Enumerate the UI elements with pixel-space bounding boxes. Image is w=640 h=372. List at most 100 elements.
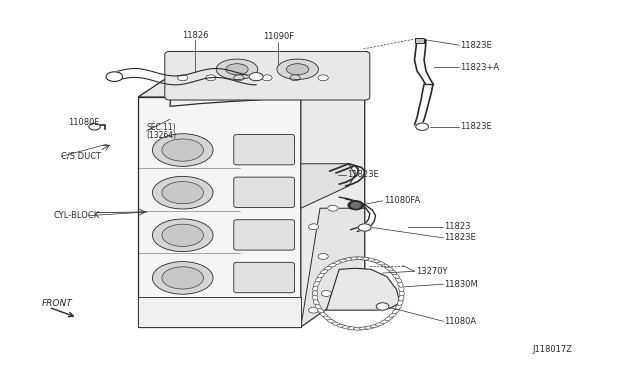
Ellipse shape (328, 319, 336, 324)
Ellipse shape (162, 139, 204, 161)
Ellipse shape (332, 261, 341, 265)
Circle shape (177, 75, 188, 81)
Ellipse shape (380, 319, 389, 324)
Text: 11823+A: 11823+A (461, 63, 500, 72)
Ellipse shape (324, 316, 332, 321)
Ellipse shape (396, 277, 401, 283)
Ellipse shape (353, 257, 364, 260)
Ellipse shape (348, 327, 358, 330)
Ellipse shape (392, 308, 399, 314)
Ellipse shape (315, 277, 321, 283)
Ellipse shape (287, 64, 309, 75)
Ellipse shape (385, 316, 393, 321)
Ellipse shape (324, 266, 332, 271)
Circle shape (249, 73, 263, 81)
Ellipse shape (162, 224, 204, 246)
Ellipse shape (337, 259, 346, 263)
Ellipse shape (359, 257, 369, 260)
Circle shape (416, 123, 429, 131)
Circle shape (290, 75, 300, 81)
Ellipse shape (365, 258, 374, 261)
Circle shape (348, 201, 364, 210)
Ellipse shape (152, 176, 213, 209)
Circle shape (358, 224, 371, 231)
Text: 11823E: 11823E (461, 122, 492, 131)
Text: 13270Y: 13270Y (416, 267, 447, 276)
Ellipse shape (337, 324, 346, 328)
Circle shape (351, 203, 360, 208)
Polygon shape (138, 297, 301, 327)
Text: CYL-BLOCK: CYL-BLOCK (53, 211, 99, 220)
Text: 11090F: 11090F (263, 32, 294, 41)
Text: 11823: 11823 (445, 222, 471, 231)
FancyBboxPatch shape (234, 220, 294, 250)
Polygon shape (301, 164, 355, 208)
Ellipse shape (162, 267, 204, 289)
Text: 11080F: 11080F (68, 119, 99, 128)
Ellipse shape (389, 270, 397, 275)
Ellipse shape (399, 291, 404, 296)
Polygon shape (170, 52, 358, 106)
FancyBboxPatch shape (234, 177, 294, 208)
Polygon shape (138, 52, 365, 97)
Ellipse shape (376, 322, 385, 326)
Circle shape (318, 75, 328, 81)
Bar (415, 38, 424, 43)
Polygon shape (301, 208, 365, 327)
Text: 11080A: 11080A (445, 317, 477, 326)
Ellipse shape (315, 304, 321, 310)
Ellipse shape (320, 312, 328, 317)
FancyBboxPatch shape (165, 51, 370, 100)
Circle shape (89, 124, 100, 130)
Ellipse shape (370, 259, 380, 263)
Ellipse shape (348, 257, 358, 260)
Text: 11823E: 11823E (347, 170, 379, 179)
Text: (13264): (13264) (147, 131, 177, 141)
Ellipse shape (380, 263, 389, 268)
Text: 11823E: 11823E (445, 233, 476, 243)
Ellipse shape (313, 295, 318, 301)
Circle shape (318, 253, 328, 259)
Ellipse shape (314, 300, 319, 305)
Circle shape (328, 205, 338, 211)
Ellipse shape (389, 312, 397, 317)
Ellipse shape (312, 291, 317, 296)
Ellipse shape (397, 300, 403, 305)
Ellipse shape (317, 273, 324, 279)
Ellipse shape (370, 324, 380, 328)
Ellipse shape (342, 258, 352, 261)
Ellipse shape (226, 64, 248, 75)
Circle shape (308, 224, 319, 230)
Ellipse shape (162, 182, 204, 204)
Text: 11823E: 11823E (461, 41, 492, 50)
Circle shape (234, 75, 244, 81)
Ellipse shape (216, 59, 258, 80)
Ellipse shape (152, 219, 213, 251)
Ellipse shape (359, 327, 369, 330)
Ellipse shape (320, 270, 328, 275)
Ellipse shape (397, 282, 403, 287)
Ellipse shape (313, 286, 318, 292)
Text: C/S DUCT: C/S DUCT (61, 152, 102, 161)
Ellipse shape (385, 266, 393, 271)
Ellipse shape (399, 295, 404, 301)
Text: SEC.11): SEC.11) (147, 123, 176, 132)
Text: 11826: 11826 (182, 31, 209, 39)
Ellipse shape (392, 273, 399, 279)
Circle shape (376, 303, 389, 310)
Ellipse shape (376, 261, 385, 265)
Ellipse shape (277, 59, 319, 80)
Ellipse shape (317, 308, 324, 314)
Text: 11080FA: 11080FA (384, 196, 420, 205)
Ellipse shape (152, 134, 213, 166)
Text: J118017Z: J118017Z (532, 344, 572, 353)
Polygon shape (326, 268, 400, 310)
Ellipse shape (353, 327, 364, 330)
Circle shape (308, 307, 319, 313)
Ellipse shape (365, 326, 374, 329)
Circle shape (262, 75, 272, 81)
FancyBboxPatch shape (234, 135, 294, 165)
Ellipse shape (314, 282, 319, 287)
Ellipse shape (396, 304, 401, 310)
FancyBboxPatch shape (234, 262, 294, 293)
